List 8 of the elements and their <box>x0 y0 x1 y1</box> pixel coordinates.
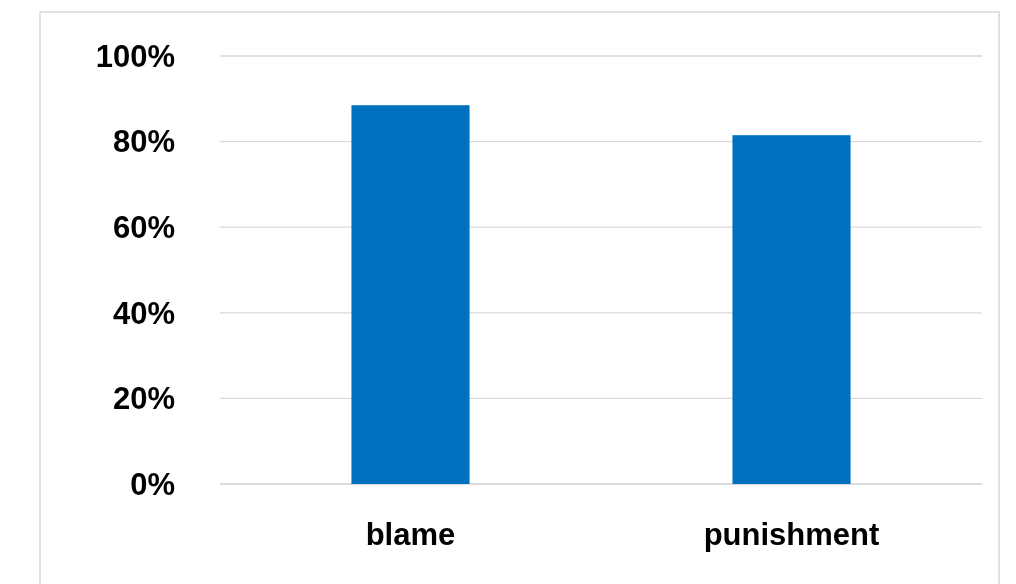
y-tick-label: 20% <box>112 381 175 417</box>
y-tick-label: 40% <box>112 295 175 331</box>
x-tick-label: punishment <box>703 517 880 552</box>
y-tick-label: 60% <box>112 210 175 246</box>
y-tick-label: 100% <box>95 38 175 74</box>
y-tick-label: 0% <box>130 466 175 502</box>
y-tick-label: 80% <box>112 124 175 160</box>
x-tick-label: blame <box>365 517 456 552</box>
